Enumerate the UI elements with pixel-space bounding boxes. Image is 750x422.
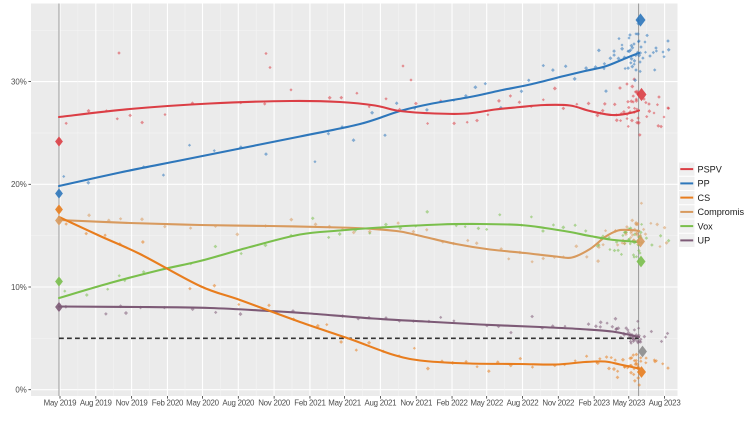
svg-text:30%: 30%	[11, 78, 27, 87]
svg-text:May 2021: May 2021	[328, 398, 361, 407]
svg-text:PSPV: PSPV	[698, 164, 723, 174]
svg-text:Feb 2023: Feb 2023	[578, 398, 610, 407]
svg-text:Aug 2023: Aug 2023	[649, 398, 682, 407]
svg-text:Aug 2021: Aug 2021	[364, 398, 396, 407]
svg-text:Aug 2019: Aug 2019	[80, 398, 113, 407]
svg-text:Nov 2019: Nov 2019	[116, 398, 149, 407]
svg-text:Feb 2020: Feb 2020	[152, 398, 184, 407]
svg-text:Compromis: Compromis	[698, 207, 745, 217]
svg-text:PP: PP	[698, 179, 710, 189]
svg-text:Nov 2020: Nov 2020	[258, 398, 291, 407]
svg-text:May 2022: May 2022	[470, 398, 503, 407]
svg-text:UP: UP	[698, 236, 711, 246]
svg-text:20%: 20%	[11, 180, 27, 189]
svg-text:May 2020: May 2020	[186, 398, 220, 407]
svg-text:0%: 0%	[15, 386, 26, 395]
svg-text:Feb 2021: Feb 2021	[294, 398, 325, 407]
svg-text:Nov 2021: Nov 2021	[400, 398, 432, 407]
svg-text:May 2019: May 2019	[44, 398, 78, 407]
svg-text:CS: CS	[698, 193, 711, 203]
svg-text:Feb 2022: Feb 2022	[436, 398, 467, 407]
svg-text:Nov 2022: Nov 2022	[542, 398, 574, 407]
svg-text:Aug 2020: Aug 2020	[222, 398, 255, 407]
svg-text:May 2023: May 2023	[612, 398, 646, 407]
svg-text:Aug 2022: Aug 2022	[507, 398, 539, 407]
svg-text:Vox: Vox	[698, 221, 714, 231]
svg-text:10%: 10%	[11, 283, 27, 292]
